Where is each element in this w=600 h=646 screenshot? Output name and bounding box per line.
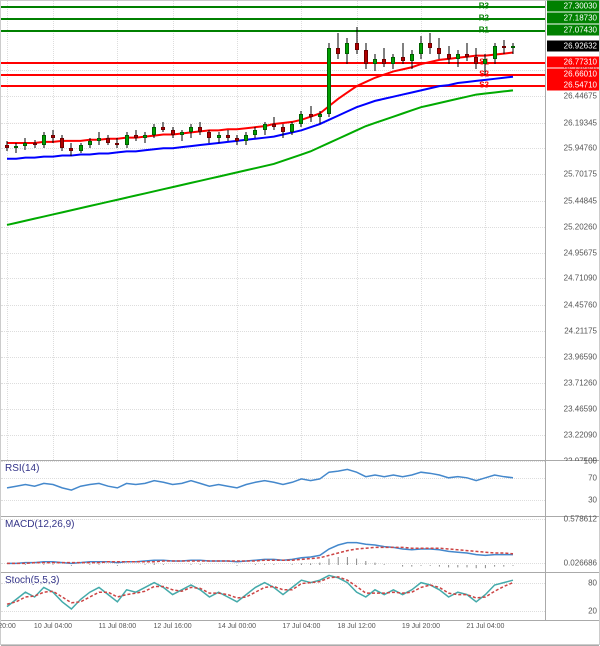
xtick: 21 Jul 04:00: [466, 623, 504, 630]
chart-container: R3R2R1S1S2S3 22.9750523.2209023.4659023.…: [0, 0, 600, 645]
ma-overlay: [1, 1, 547, 461]
macd-yaxis: 0.026686 0.578612: [545, 517, 599, 572]
level-price-r1: 27.07430: [547, 24, 599, 35]
indicator-overlay: [1, 573, 547, 621]
price-ytick: 24.21175: [564, 326, 597, 335]
price-ytick: 23.46590: [564, 405, 597, 414]
indicator-ytick: 100: [584, 457, 597, 466]
price-ytick: 24.45760: [564, 301, 597, 310]
price-plot-area[interactable]: R3R2R1S1S2S3: [1, 1, 545, 460]
xtick: 12 Jul 16:00: [154, 623, 192, 630]
price-ytick: 26.19345: [564, 118, 597, 127]
price-ytick: 23.96590: [564, 352, 597, 361]
macd-plot-area[interactable]: MACD(12,26,9): [1, 517, 545, 572]
indicator-overlay: [1, 517, 547, 573]
price-ytick: 26.44675: [564, 91, 597, 100]
indicator-ytick: 30: [588, 496, 597, 505]
rsi-panel: RSI(14) 3070100: [1, 461, 599, 517]
xtick: 19 Jul 20:00: [402, 623, 440, 630]
price-ytick: 25.94760: [564, 144, 597, 153]
indicator-ytick: 20: [588, 607, 597, 616]
xtick: 20:00: [0, 623, 16, 630]
xaxis-panel: 20:00 10 Jul 04:00 11 Jul 08:00 12 Jul 16:0…: [1, 621, 599, 646]
indicator-ytick: 80: [588, 578, 597, 587]
price-ytick: 23.71260: [564, 379, 597, 388]
xtick: 11 Jul 08:00: [99, 623, 137, 630]
level-price-r3: 27.30030: [547, 1, 599, 12]
level-price-s3: 26.54710: [547, 80, 599, 91]
xtick: 17 Jul 04:00: [282, 623, 320, 630]
price-ytick: 24.71090: [564, 274, 597, 283]
level-price-s2: 26.66010: [547, 68, 599, 79]
level-price-r2: 27.18730: [547, 13, 599, 24]
price-yaxis: 22.9750523.2209023.4659023.7126023.96590…: [545, 1, 599, 460]
macd-panel: MACD(12,26,9) 0.026686 0.578612: [1, 517, 599, 573]
indicator-ytick: 70: [588, 473, 597, 482]
stoch-plot-area[interactable]: Stoch(5,5,3): [1, 573, 545, 620]
price-ytick: 25.20260: [564, 222, 597, 231]
indicator-ytick: 0.026686: [564, 558, 597, 567]
xtick: 14 Jul 00:00: [218, 623, 256, 630]
level-price-s1: 26.77310: [547, 56, 599, 67]
stoch-yaxis: 2080: [545, 573, 599, 620]
price-panel: R3R2R1S1S2S3 22.9750523.2209023.4659023.…: [1, 1, 599, 461]
indicator-ytick: 0.578612: [564, 514, 597, 523]
price-ytick: 24.95675: [564, 248, 597, 257]
indicator-overlay: [1, 461, 547, 517]
xtick: 10 Jul 04:00: [34, 623, 72, 630]
price-ytick: 25.70175: [564, 170, 597, 179]
rsi-yaxis: 3070100: [545, 461, 599, 516]
price-ytick: 25.44845: [564, 196, 597, 205]
stoch-panel: Stoch(5,5,3) 2080: [1, 573, 599, 621]
rsi-plot-area[interactable]: RSI(14): [1, 461, 545, 516]
xtick: 18 Jul 12:00: [338, 623, 376, 630]
current-price-tag: 26.92632: [547, 40, 599, 51]
price-ytick: 23.22090: [564, 431, 597, 440]
